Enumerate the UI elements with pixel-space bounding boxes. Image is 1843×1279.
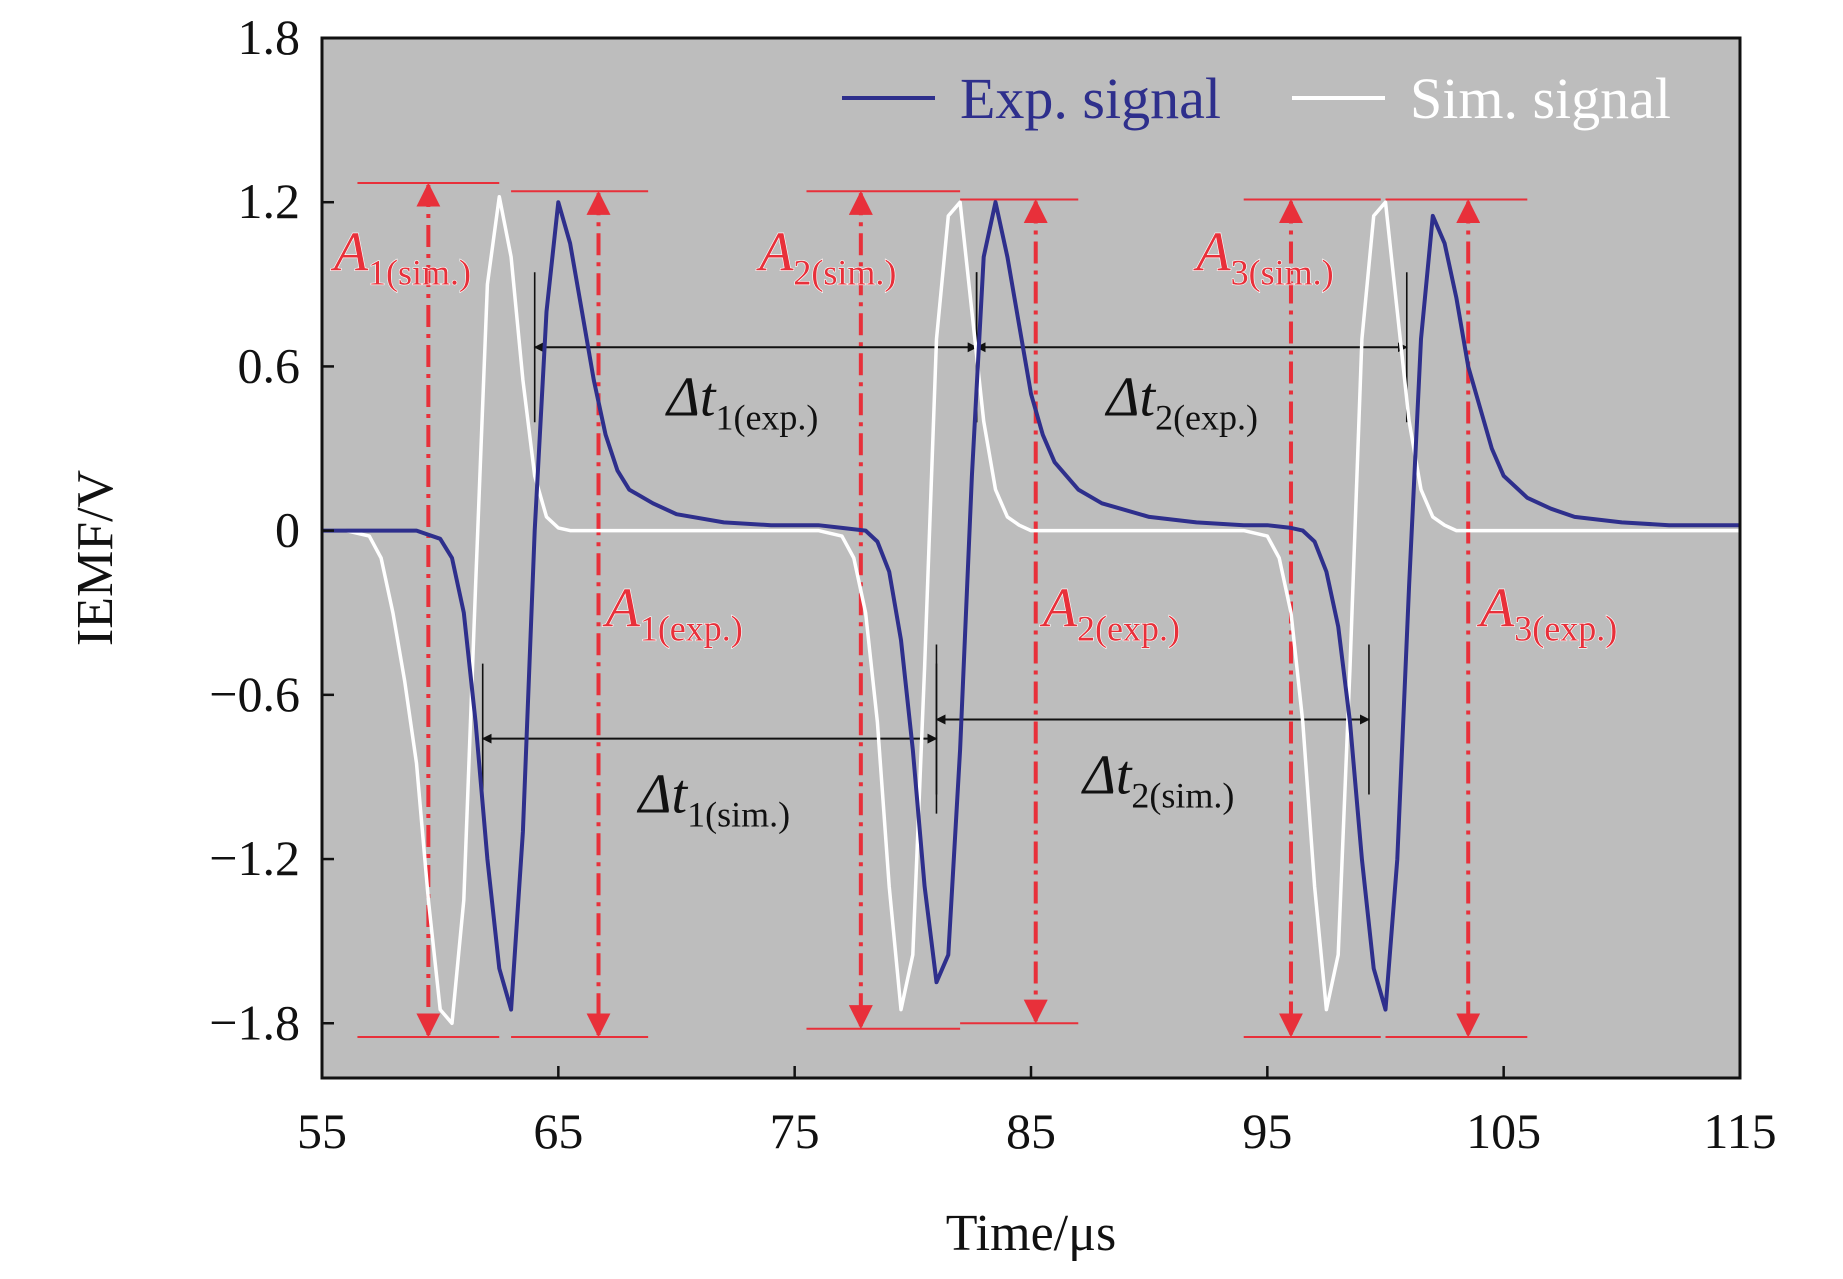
sim-signal-line <box>322 194 1740 1026</box>
amplitude-label-main: A <box>755 222 794 284</box>
interval-label-sub: 1(exp.) <box>715 398 818 438</box>
y-axis-title: IEMF/V <box>67 470 124 646</box>
x-tick-label: 105 <box>1466 1103 1541 1159</box>
amplitude-label: A2(sim.) <box>755 222 896 293</box>
interval-label-sub: 2(exp.) <box>1155 398 1258 438</box>
amplitude-label-sub: 3(sim.) <box>1231 253 1334 293</box>
y-tick-label: −1.8 <box>209 994 300 1050</box>
x-tick-label: 75 <box>770 1103 820 1159</box>
interval-label: Δt1(exp.) <box>665 367 818 438</box>
interval-label-main: Δt <box>665 367 717 429</box>
y-tick-label: 1.2 <box>238 173 301 229</box>
x-tick-label: 65 <box>533 1103 583 1159</box>
amplitude-label-main: A <box>1039 577 1078 639</box>
amplitude-label: A3(exp.) <box>1476 577 1617 648</box>
amplitude-label-main: A <box>330 222 369 284</box>
amplitude-label-main: A <box>1476 577 1515 639</box>
x-tick-label: 115 <box>1703 1103 1776 1159</box>
interval-label: Δt1(sim.) <box>637 764 790 835</box>
legend-label-sim: Sim. signal <box>1410 66 1671 131</box>
amplitude-label-sub: 3(exp.) <box>1514 608 1617 648</box>
x-axis-title: Time/μs <box>946 1205 1116 1262</box>
x-tick-label: 55 <box>297 1103 347 1159</box>
interval-label-sub: 1(sim.) <box>687 795 790 835</box>
amplitude-label-main: A <box>1192 222 1231 284</box>
amplitude-label: A2(exp.) <box>1039 577 1180 648</box>
amplitude-label: A3(sim.) <box>1192 222 1333 293</box>
amplitude-label-sub: 1(exp.) <box>640 608 743 648</box>
amplitude-label-sub: 2(sim.) <box>793 253 896 293</box>
y-tick-label: −0.6 <box>209 666 300 722</box>
exp-signal-line <box>322 200 1740 1012</box>
amplitude-label-sub: 1(sim.) <box>368 253 471 293</box>
y-tick-label: 0 <box>275 502 300 558</box>
x-tick-label: 85 <box>1006 1103 1056 1159</box>
interval-label-sub: 2(sim.) <box>1131 775 1234 815</box>
legend-label-exp: Exp. signal <box>960 66 1221 131</box>
interval-label-main: Δt <box>1105 367 1157 429</box>
amplitude-label-main: A <box>602 577 641 639</box>
y-tick-label: 1.8 <box>238 9 301 65</box>
amplitude-label: A1(exp.) <box>602 577 743 648</box>
interval-label: Δt2(sim.) <box>1081 744 1234 815</box>
x-tick-label: 95 <box>1242 1103 1292 1159</box>
amplitude-label: A1(sim.) <box>330 222 471 293</box>
interval-label: Δt2(exp.) <box>1105 367 1258 438</box>
interval-label-main: Δt <box>637 764 689 826</box>
y-tick-label: −1.2 <box>209 830 300 886</box>
y-tick-label: 0.6 <box>238 337 301 393</box>
amplitude-label-sub: 2(exp.) <box>1077 608 1180 648</box>
interval-label-main: Δt <box>1081 744 1133 806</box>
